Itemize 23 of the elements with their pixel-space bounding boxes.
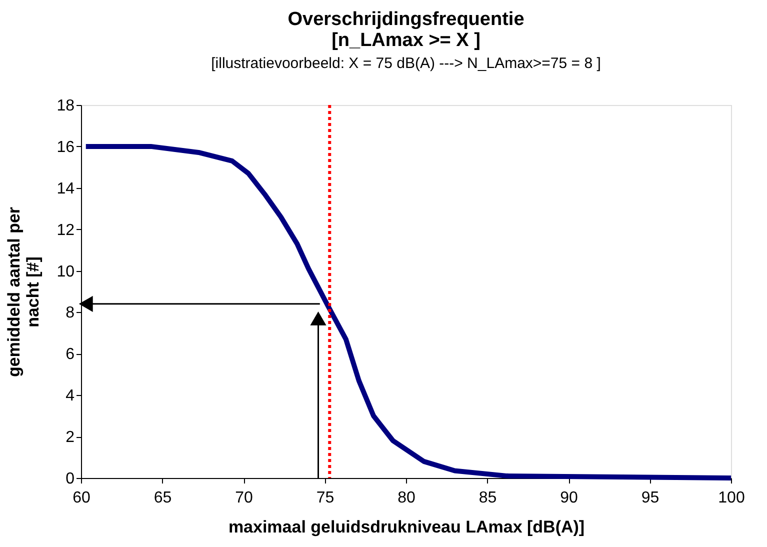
y-tick-label: 12 bbox=[56, 222, 75, 239]
x-axis-title: maximaal geluidsdrukniveau LAmax [dB(A)] bbox=[228, 518, 585, 536]
y-tick-label: 4 bbox=[66, 388, 75, 405]
y-tick-label: 10 bbox=[56, 263, 75, 280]
x-tick-label: 90 bbox=[560, 490, 578, 506]
x-tick-label: 85 bbox=[478, 490, 497, 506]
y-tick-label: 18 bbox=[56, 98, 75, 114]
y-axis-title: gemiddeld aantal per nacht [#] bbox=[4, 206, 43, 378]
x-tick-label: 70 bbox=[235, 490, 253, 506]
y-tick-label: 2 bbox=[66, 429, 75, 446]
y-tick-label: 14 bbox=[56, 180, 75, 198]
x-tick-label: 60 bbox=[72, 490, 90, 506]
x-tick-label: 80 bbox=[398, 490, 416, 506]
y-tick-label: 8 bbox=[66, 304, 75, 322]
y-tick-label: 0 bbox=[66, 470, 75, 488]
x-tick-label: 100 bbox=[718, 490, 745, 506]
y-tick-label: 16 bbox=[56, 138, 75, 156]
x-tick-label: 75 bbox=[316, 490, 334, 506]
x-tick-label: 95 bbox=[641, 490, 660, 506]
x-tick-label: 65 bbox=[154, 490, 172, 506]
chart-title: Overschrijdingsfrequentie [n_LAmax >= X ] bbox=[288, 9, 524, 51]
chart-subtitle: [illustratievoorbeeld: X = 75 dB(A) ---> N_LAmax>=75 = 8 ] bbox=[211, 55, 601, 72]
y-tick-label: 6 bbox=[66, 346, 75, 364]
